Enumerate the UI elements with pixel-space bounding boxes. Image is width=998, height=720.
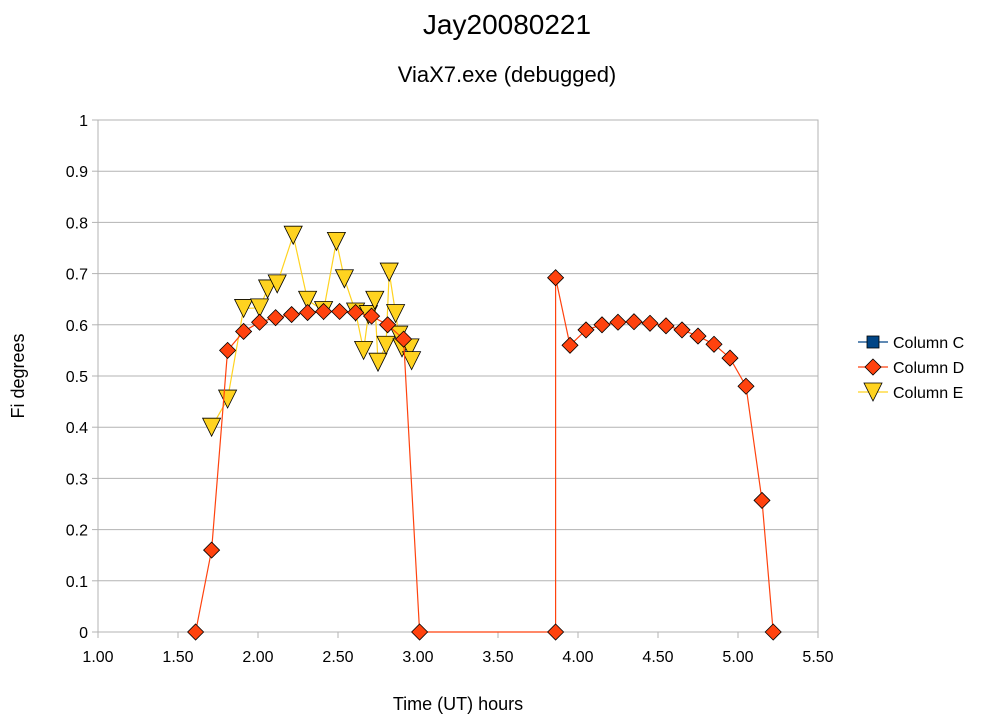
x-tick-label: 1.50 — [162, 649, 193, 666]
x-tick-label: 5.50 — [802, 649, 833, 666]
data-point-column-e — [365, 290, 385, 311]
data-point-column-d — [299, 303, 317, 322]
data-point-column-d — [347, 303, 365, 322]
legend-label: Column E — [893, 385, 963, 402]
data-point-column-d — [753, 491, 771, 509]
x-tick-label: 2.50 — [322, 649, 353, 666]
y-tick-label: 0.1 — [66, 574, 88, 591]
data-point-column-d — [283, 305, 301, 324]
data-point-column-e — [368, 352, 388, 373]
legend-label: Column D — [893, 360, 964, 377]
data-point-column-e — [217, 389, 238, 409]
legend-marker — [864, 358, 882, 376]
y-tick-label: 0 — [79, 625, 88, 642]
y-tick-label: 0.4 — [66, 420, 88, 437]
data-point-column-e — [201, 417, 222, 438]
chart-title: Jay20080221 — [423, 9, 591, 40]
data-point-column-d — [737, 377, 755, 395]
data-point-column-d — [187, 623, 205, 641]
x-tick-label: 5.00 — [722, 649, 753, 666]
data-point-column-e — [297, 290, 318, 311]
y-tick-label: 0.6 — [66, 318, 88, 335]
series-column-d — [187, 269, 782, 641]
data-point-column-e — [283, 225, 303, 246]
data-point-column-e — [249, 298, 270, 318]
data-point-column-d — [219, 341, 237, 359]
legend-item: Column C — [858, 335, 964, 352]
x-tick-label: 4.50 — [642, 649, 673, 666]
data-point-column-d — [721, 349, 739, 367]
gridlines — [92, 119, 819, 638]
y-axis-title: Fi degrees — [8, 333, 28, 418]
data-point-column-d — [657, 317, 675, 335]
y-tick-label: 1 — [79, 113, 88, 130]
data-point-column-e — [257, 279, 278, 299]
data-point-column-d — [331, 302, 349, 321]
data-point-column-d — [395, 330, 413, 348]
series-layer — [187, 225, 782, 641]
data-point-column-d — [235, 322, 253, 341]
data-point-column-d — [764, 623, 782, 641]
x-axis-title: Time (UT) hours — [393, 694, 523, 714]
x-tick-label: 1.00 — [82, 649, 113, 666]
data-point-column-d — [641, 314, 659, 332]
data-point-column-d — [411, 623, 429, 641]
data-point-column-d — [625, 313, 643, 331]
data-point-column-e — [379, 262, 399, 282]
y-tick-label: 0.5 — [66, 369, 88, 386]
data-point-column-e — [267, 274, 287, 294]
data-point-column-d — [609, 313, 627, 331]
data-point-column-e — [385, 304, 406, 324]
data-point-column-d — [251, 313, 269, 331]
legend-item: Column D — [858, 358, 964, 377]
data-point-column-e — [353, 340, 374, 361]
legend-item: Column E — [858, 382, 963, 402]
legend-label: Column C — [893, 335, 964, 352]
data-point-column-d — [673, 321, 691, 339]
x-tick-label: 2.00 — [242, 649, 273, 666]
data-point-column-e — [401, 351, 422, 371]
data-point-column-d — [705, 335, 723, 353]
x-tick-label: 3.50 — [482, 649, 513, 666]
data-point-column-d — [315, 302, 333, 321]
data-point-column-d — [577, 321, 595, 339]
data-point-column-d — [593, 316, 611, 334]
x-tick-labels: 1.00 1.50 2.00 2.50 3.00 3.50 4.00 4.50 5.00 5.50 — [82, 649, 833, 666]
y-tick-labels: 0 0.1 0.2 0.3 0.4 0.5 0.6 0.7 0.8 0.9 1 — [66, 113, 88, 642]
y-tick-label: 0.8 — [66, 215, 88, 232]
legend: Column C Column D Column E — [858, 335, 964, 402]
data-point-column-d — [547, 269, 565, 287]
data-point-column-e — [326, 231, 347, 252]
chart-subtitle: ViaX7.exe (debugged) — [398, 62, 617, 87]
data-point-column-d — [561, 336, 579, 354]
legend-marker — [866, 335, 880, 349]
y-tick-label: 0.9 — [66, 164, 88, 181]
data-point-column-d — [689, 327, 707, 345]
legend-marker — [863, 382, 883, 402]
y-tick-label: 0.2 — [66, 523, 88, 540]
y-tick-label: 0.3 — [66, 471, 88, 488]
data-point-column-d — [363, 307, 381, 325]
data-point-column-d — [379, 316, 397, 334]
data-point-column-e — [233, 299, 254, 319]
data-point-column-d — [267, 309, 285, 327]
y-tick-label: 0.7 — [66, 267, 88, 284]
data-point-column-d — [547, 623, 565, 641]
x-tick-label: 4.00 — [562, 649, 593, 666]
data-point-column-e — [334, 269, 355, 289]
x-tick-label: 3.00 — [402, 649, 433, 666]
data-point-column-d — [203, 541, 221, 559]
data-point-column-e — [376, 335, 396, 356]
